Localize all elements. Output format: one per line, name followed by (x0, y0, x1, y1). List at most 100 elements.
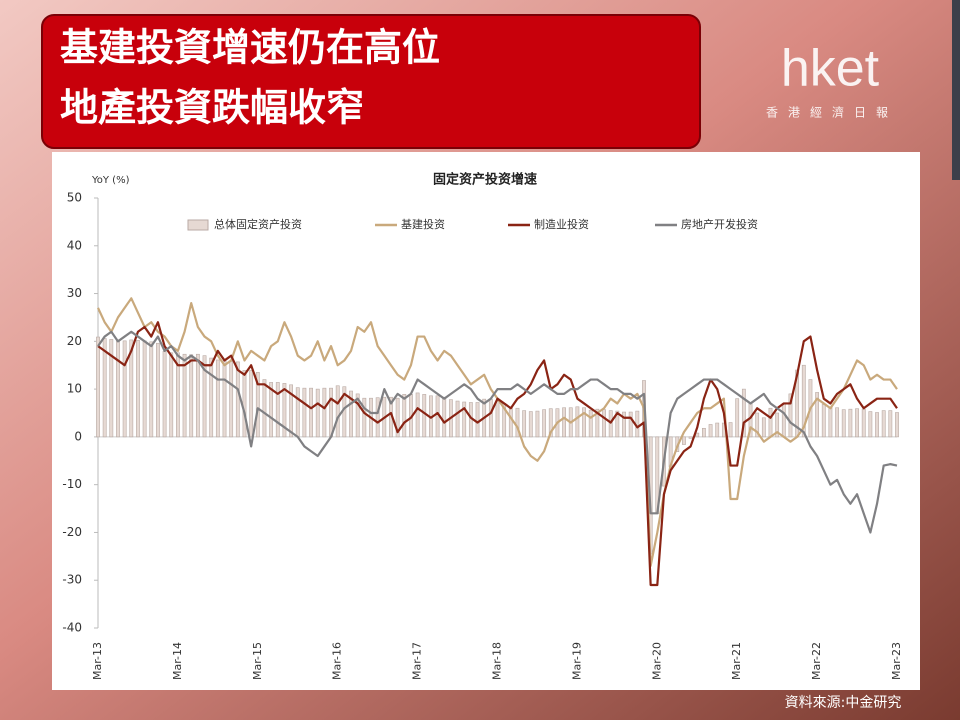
bar (768, 407, 773, 438)
bar (375, 397, 380, 438)
bar (102, 338, 107, 438)
x-tick-label: Mar-17 (411, 642, 424, 680)
x-tick-label: Mar-19 (570, 642, 583, 680)
bar (708, 424, 713, 438)
bar (362, 397, 367, 438)
bar (255, 372, 260, 438)
y-tick-label: 0 (74, 429, 82, 443)
bar (495, 400, 500, 438)
bar (289, 384, 293, 438)
bar (442, 396, 447, 438)
bar (602, 409, 606, 438)
bar (528, 411, 533, 438)
bar (209, 357, 214, 438)
bar (588, 409, 593, 438)
bar (96, 336, 100, 438)
bar (895, 412, 899, 438)
bar (169, 352, 174, 438)
bar (615, 410, 620, 438)
x-tick-label: Mar-15 (251, 642, 264, 680)
y-tick-label: -20 (62, 525, 82, 539)
bar (801, 364, 806, 438)
headline-box (41, 14, 701, 149)
x-tick-label: Mar-13 (91, 642, 104, 680)
bar (242, 370, 247, 438)
y-tick-label: 10 (67, 382, 82, 396)
line (97, 330, 898, 534)
bar (415, 392, 420, 438)
bar (475, 402, 480, 438)
bar (122, 340, 127, 438)
line (97, 321, 898, 587)
y-tick-label: 50 (67, 191, 82, 205)
bar (315, 388, 320, 438)
legend-label: 基建投资 (401, 217, 445, 231)
bar (875, 412, 879, 438)
bar (775, 412, 780, 438)
bar (741, 388, 746, 438)
bar (275, 382, 280, 438)
bar (249, 370, 254, 438)
bar (295, 387, 300, 438)
bar (828, 406, 833, 438)
y-tick-label: 30 (67, 286, 82, 300)
bar (595, 408, 600, 438)
bar (761, 417, 766, 438)
bar (515, 407, 520, 438)
x-tick-label: Mar-16 (331, 642, 344, 680)
bar (881, 410, 886, 438)
bar (735, 398, 740, 438)
bar (202, 355, 207, 438)
bar (508, 407, 513, 438)
bar (195, 353, 200, 438)
bar (309, 387, 313, 438)
y-tick-label: -40 (62, 621, 82, 635)
bar (488, 398, 493, 438)
x-tick-label: Mar-20 (650, 642, 663, 680)
bar (189, 354, 194, 438)
bar (548, 408, 553, 438)
headline: 基建投資增速仍在高位 (60, 26, 440, 70)
y-tick-label: -10 (62, 477, 82, 491)
bar (835, 407, 839, 438)
legend-swatch (187, 219, 209, 231)
bar (535, 410, 540, 438)
legend-label: 制造业投资 (534, 217, 589, 231)
bar (715, 422, 720, 438)
bar (848, 408, 853, 438)
bar (215, 359, 220, 438)
logo: hket (781, 40, 880, 98)
bar (142, 340, 147, 438)
y-tick-label: 40 (67, 238, 82, 252)
chart-title: 固定资产投资增速 (433, 172, 537, 188)
x-tick-label: Mar-14 (171, 642, 184, 680)
legend-label: 总体固定资产投资 (214, 217, 302, 231)
bar (129, 339, 134, 438)
bar (182, 353, 187, 438)
bar (462, 401, 467, 438)
bar (282, 383, 287, 438)
bar (575, 406, 580, 438)
bar (322, 387, 327, 438)
bar (522, 410, 527, 438)
bar (781, 403, 786, 438)
y-tick-label: -30 (62, 573, 82, 587)
bar (149, 341, 154, 438)
bar (855, 408, 859, 438)
bar (788, 393, 793, 438)
legend-label: 房地产开发投资 (681, 217, 758, 231)
bar (355, 393, 360, 438)
bar (156, 342, 160, 438)
bar (162, 351, 167, 438)
bar (176, 352, 180, 438)
edge-bar (952, 0, 960, 180)
bar (622, 411, 626, 438)
bar (235, 361, 240, 438)
x-tick-label: Mar-18 (491, 642, 504, 680)
bar (682, 436, 686, 445)
bar (608, 410, 613, 438)
bar (262, 379, 267, 438)
bar (815, 392, 820, 438)
bar (222, 360, 227, 438)
bar (402, 394, 407, 438)
